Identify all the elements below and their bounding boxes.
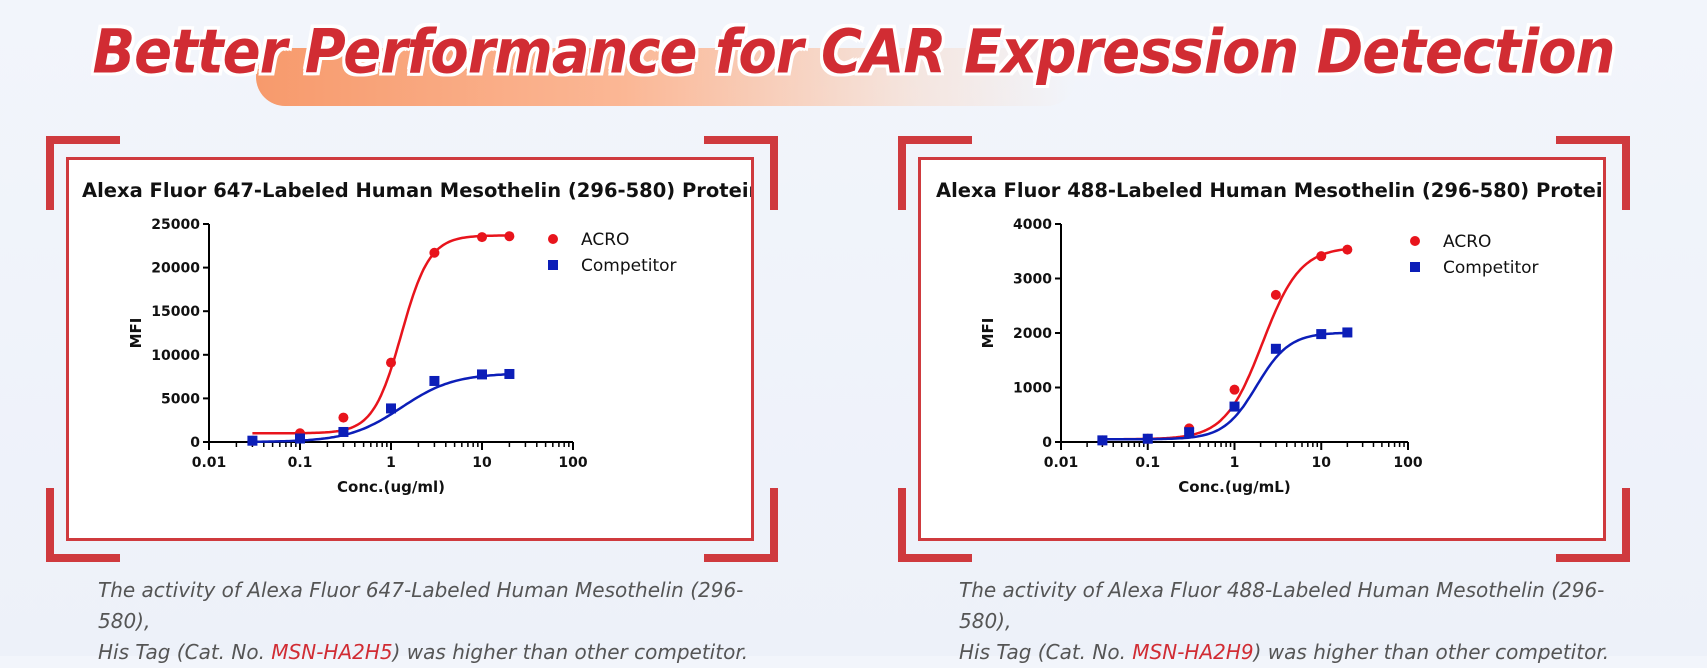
competitor-point: [1184, 427, 1195, 438]
competitor-fit-curve: [1102, 331, 1348, 441]
caption-suffix: ) was higher than other competitor.: [1253, 640, 1610, 664]
frame-corner: [704, 136, 778, 210]
acro-point: [1342, 244, 1353, 255]
competitor-point: [429, 375, 440, 386]
x-tick-label: 100: [558, 455, 587, 471]
chart-card: Alexa Fluor 647-Labeled Human Mesothelin…: [66, 157, 754, 541]
y-tick-label: 3000: [1013, 272, 1052, 288]
y-axis-label: MFI: [979, 318, 997, 349]
banner-background: [256, 48, 1076, 106]
frame-corner: [898, 136, 972, 210]
competitor-point: [386, 403, 396, 414]
y-tick-label: 4000: [1013, 217, 1052, 233]
x-tick-label: 0.1: [1135, 455, 1160, 471]
catalog-number-link[interactable]: MSN-HA2H9: [1132, 640, 1254, 664]
x-tick-label: 0.01: [192, 455, 227, 471]
competitor-point: [1316, 329, 1327, 340]
chart-title: Alexa Fluor 647-Labeled Human Mesothelin…: [82, 179, 751, 202]
chart-card: Alexa Fluor 488-Labeled Human Mesothelin…: [918, 157, 1606, 541]
acro-point: [1316, 251, 1327, 262]
frame-corner: [1556, 136, 1630, 210]
acro-fit-curve: [252, 234, 510, 435]
legend-marker: [548, 234, 558, 244]
competitor-point: [1342, 327, 1353, 338]
competitor-fit-curve: [252, 372, 510, 444]
y-tick-label: 10000: [151, 348, 200, 364]
x-axis-label: Conc.(ug/mL): [1178, 478, 1290, 496]
legend-marker: [1410, 236, 1420, 246]
frame-corner: [1556, 488, 1630, 562]
caption-prefix: His Tag (Cat. No.: [98, 640, 272, 664]
x-tick-label: 10: [1312, 455, 1332, 471]
y-tick-label: 15000: [151, 304, 200, 320]
chart-panel-647: Alexa Fluor 647-Labeled Human Mesothelin…: [46, 136, 778, 562]
catalog-number-link[interactable]: MSN-HA2H5: [271, 640, 393, 664]
caption-647: The activity of Alexa Fluor 647-Labeled …: [98, 575, 778, 668]
acro-point: [504, 231, 515, 242]
legend-marker: [1410, 262, 1420, 272]
legend-label: ACRO: [1443, 232, 1491, 252]
legend-label: Competitor: [581, 256, 677, 276]
competitor-point: [295, 433, 305, 444]
y-tick-label: 0: [1042, 435, 1052, 451]
caption-line-1: The activity of Alexa Fluor 647-Labeled …: [98, 578, 744, 633]
chart-title: Alexa Fluor 488-Labeled Human Mesothelin…: [936, 179, 1603, 202]
competitor-point: [504, 368, 515, 379]
y-tick-label: 5000: [161, 391, 200, 407]
x-tick-label: 1: [1230, 455, 1240, 471]
frame-corner: [898, 488, 972, 562]
x-tick-label: 10: [472, 455, 492, 471]
caption-line-2: His Tag (Cat. No. MSN-HA2H5) was higher …: [98, 637, 778, 668]
competitor-point: [1097, 435, 1108, 446]
x-tick-label: 0.01: [1044, 455, 1079, 471]
x-tick-label: 1: [386, 455, 396, 471]
legend-marker: [548, 260, 558, 270]
competitor-point: [1270, 343, 1281, 354]
caption-prefix: His Tag (Cat. No.: [959, 640, 1133, 664]
y-axis-label: MFI: [127, 318, 145, 349]
x-tick-label: 0.1: [288, 455, 313, 471]
y-tick-label: 20000: [151, 261, 200, 277]
frame-corner: [704, 488, 778, 562]
y-tick-label: 1000: [1013, 381, 1052, 397]
caption-suffix: ) was higher than other competitor.: [392, 640, 749, 664]
frame-corner: [46, 136, 120, 210]
competitor-point: [247, 435, 258, 446]
competitor-point: [338, 426, 349, 437]
acro-point: [1270, 289, 1281, 300]
acro-point: [477, 232, 487, 243]
chart-panel-488: Alexa Fluor 488-Labeled Human Mesothelin…: [898, 136, 1630, 562]
legend-label: Competitor: [1443, 258, 1539, 278]
y-tick-label: 2000: [1013, 326, 1052, 342]
acro-point: [338, 412, 349, 423]
caption-line-1: The activity of Alexa Fluor 488-Labeled …: [959, 578, 1605, 633]
competitor-point: [1229, 401, 1240, 412]
banner-title: Better Performance for CAR Expression De…: [92, 17, 1615, 88]
acro-fit-curve: [1102, 247, 1348, 441]
caption-line-2: His Tag (Cat. No. MSN-HA2H9) was higher …: [959, 637, 1639, 668]
chart-647: Alexa Fluor 647-Labeled Human Mesothelin…: [82, 179, 751, 496]
x-tick-label: 100: [1393, 455, 1422, 471]
legend-label: ACRO: [581, 230, 629, 250]
chart-488: Alexa Fluor 488-Labeled Human Mesothelin…: [936, 179, 1603, 496]
x-axis-label: Conc.(ug/ml): [337, 478, 445, 496]
y-tick-label: 0: [190, 435, 200, 451]
frame-corner: [46, 488, 120, 562]
caption-488: The activity of Alexa Fluor 488-Labeled …: [959, 575, 1639, 668]
competitor-point: [477, 369, 487, 380]
acro-point: [429, 247, 440, 258]
y-tick-label: 25000: [151, 217, 200, 233]
competitor-point: [1142, 433, 1153, 444]
acro-point: [1229, 384, 1240, 395]
acro-point: [386, 357, 396, 368]
